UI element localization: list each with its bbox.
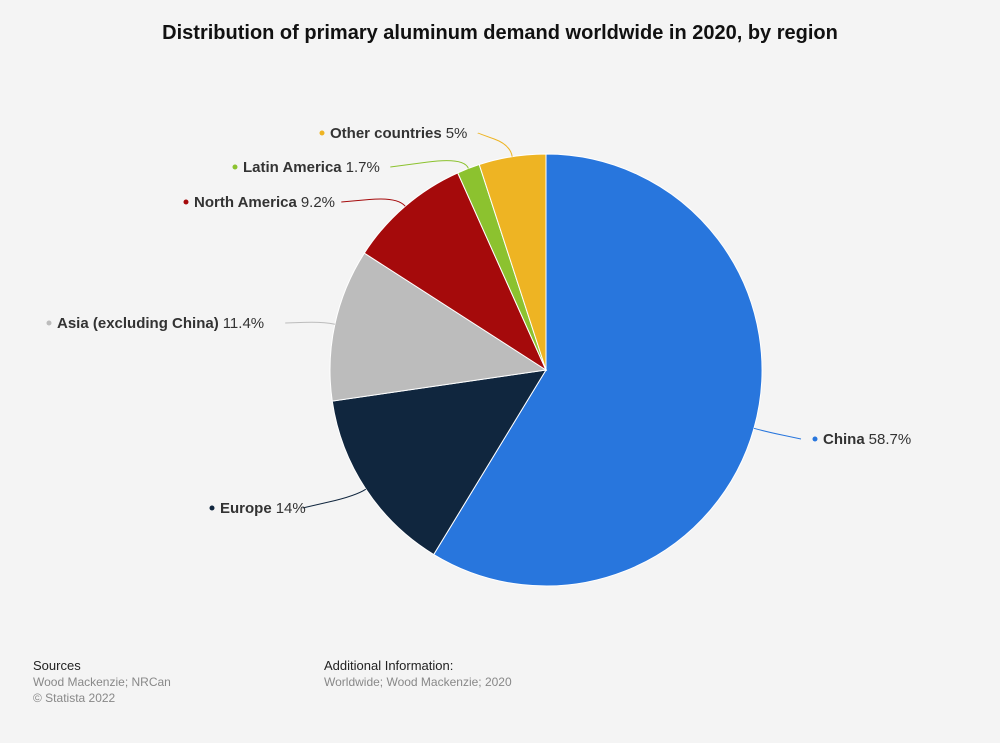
footer-sources: Sources Wood Mackenzie; NRCan © Statista…: [33, 658, 171, 706]
data-label-name: Asia (excluding China): [57, 315, 219, 332]
data-label-name: Latin America: [243, 159, 342, 176]
sources-heading: Sources: [33, 658, 171, 674]
data-label-europe: Europe 14%: [220, 500, 306, 517]
legend-dot-europe: [210, 506, 215, 511]
data-label-name: Europe: [220, 500, 272, 517]
connector-europe: [303, 489, 366, 508]
data-label-value: 58.7%: [869, 431, 912, 448]
connector-latin-america: [390, 161, 468, 169]
legend-dot-latin-america: [233, 165, 238, 170]
legend-dot-asia-excluding-china: [47, 321, 52, 326]
legend-dot-other-countries: [320, 131, 325, 136]
data-label-value: 1.7%: [346, 159, 380, 176]
data-label-value: 14%: [276, 500, 306, 517]
legend-dot-china: [813, 437, 818, 442]
additional-info-text: Worldwide; Wood Mackenzie; 2020: [324, 674, 512, 690]
data-label-value: 11.4%: [223, 315, 264, 332]
data-label-latin-america: Latin America 1.7%: [243, 159, 380, 176]
connector-other-countries: [478, 133, 513, 157]
data-label-north-america: North America 9.2%: [194, 194, 335, 211]
data-label-other-countries: Other countries 5%: [330, 125, 467, 142]
data-label-value: 5%: [446, 125, 468, 142]
data-label-asia-excluding-china: Asia (excluding China) 11.4%: [57, 315, 264, 332]
legend-dot-north-america: [184, 200, 189, 205]
connector-asia-excluding-china: [285, 322, 335, 324]
footer-additional-info: Additional Information: Worldwide; Wood …: [324, 658, 512, 690]
connector-north-america: [341, 199, 405, 206]
data-label-china: China 58.7%: [823, 431, 911, 448]
additional-info-heading: Additional Information:: [324, 658, 512, 674]
data-label-name: China: [823, 431, 865, 448]
sources-text[interactable]: Wood Mackenzie; NRCan: [33, 674, 171, 690]
data-label-value: 9.2%: [301, 194, 335, 211]
data-label-name: North America: [194, 194, 297, 211]
copyright-text[interactable]: © Statista 2022: [33, 690, 171, 706]
data-label-name: Other countries: [330, 125, 442, 142]
connector-china: [754, 428, 801, 439]
